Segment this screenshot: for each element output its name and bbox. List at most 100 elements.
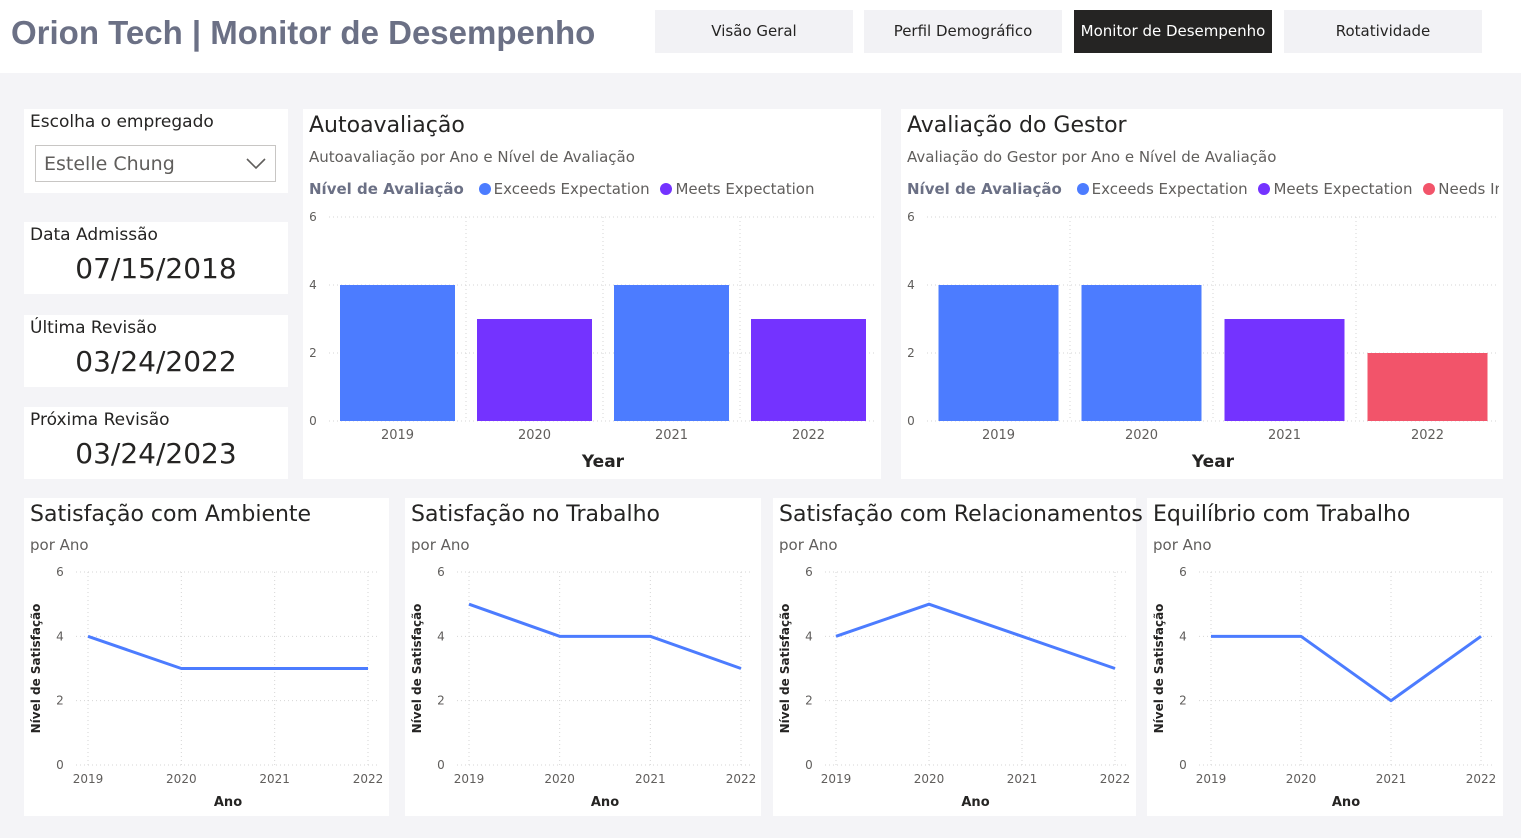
series-line [468,602,742,670]
legend-item-needs: Needs Improv... [1423,180,1499,198]
y-tick-label: 4 [907,278,915,292]
work-life-balance-chart: Equilíbrio com Trabalho por Ano 0 2 4 6 2019… [1147,498,1503,816]
y-tick-label: 4 [805,629,813,643]
x-tick-label: 2019 [73,772,104,786]
y-tick-label: 2 [805,694,813,708]
y-tick-label: 2 [309,346,317,360]
x-tick-label: 2021 [1376,772,1407,786]
chart-title: Equilíbrio com Trabalho [1153,502,1411,527]
self-evaluation-plot: 0 2 4 6 2019 2020 2021 2022 Year [309,210,877,472]
admission-date-value: 07/15/2018 [75,252,237,285]
tab-visao-geral[interactable]: Visão Geral [655,10,853,53]
legend-label: Meets Expectation [675,180,815,198]
y-tick-label: 4 [437,629,445,643]
legend-item-meets: Meets Expectation [1258,180,1413,198]
y-tick-label: 2 [56,694,64,708]
y-tick-label: 0 [56,758,64,772]
tab-perfil-demografico[interactable]: Perfil Demográfico [864,10,1062,53]
x-tick-label: 2019 [1196,772,1227,786]
x-axis-title: Year [581,452,625,472]
x-tick-label: 2022 [1100,772,1131,786]
y-tick-label: 6 [805,565,813,579]
page-title: Orion Tech | Monitor de Desempenho [11,14,596,51]
series-line [87,634,368,670]
admission-date-label: Data Admissão [30,225,158,245]
x-axis-title: Year [1191,452,1235,472]
y-tick-label: 4 [1179,629,1187,643]
chart-title: Satisfação no Trabalho [411,502,660,527]
x-tick-label: 2021 [655,428,688,443]
y-tick-label: 0 [437,758,445,772]
y-tick-label: 4 [56,629,64,643]
y-axis-title: Nível de Satisfação [29,604,43,734]
employee-dropdown-value: Estelle Chung [44,153,175,175]
chart-legend: Nível de Avaliação Exceeds Expectation M… [309,180,875,198]
employee-slicer: Escolha o empregado Estelle Chung [24,109,288,193]
x-tick-label: 2019 [381,428,414,443]
job-satisfaction-chart: Satisfação no Trabalho por Ano 0 2 4 6 2019 2… [405,498,761,816]
x-tick-label: 2020 [1286,772,1317,786]
y-tick-label: 2 [1179,694,1187,708]
bar [938,285,1059,421]
admission-date-card: Data Admissão 07/15/2018 [24,222,288,294]
employee-slicer-label: Escolha o empregado [30,112,214,132]
x-tick-label: 2019 [454,772,485,786]
x-tick-label: 2020 [1125,428,1158,443]
y-tick-label: 0 [309,414,317,428]
legend-label: Exceeds Expectation [493,180,650,198]
y-axis-title: Nível de Satisfação [778,604,792,734]
chart-subtitle: Autoavaliação por Ano e Nível de Avaliaç… [309,148,635,166]
legend-title: Nível de Avaliação [309,180,464,198]
x-axis-title: Ano [591,795,619,810]
next-review-label: Próxima Revisão [30,410,170,430]
chart-legend: Nível de Avaliação Exceeds Expectation M… [907,180,1499,198]
legend-dot [1423,183,1436,195]
legend-label: Meets Expectation [1273,180,1413,198]
last-review-value: 03/24/2022 [75,345,237,378]
y-axis-title: Nível de Satisfação [1152,604,1166,734]
env-satisfaction-chart: Satisfação com Ambiente por Ano 0 2 4 6 2019… [24,498,389,816]
y-tick-label: 6 [1179,565,1187,579]
x-tick-label: 2021 [635,772,666,786]
bar [751,319,866,421]
tab-monitor-desempenho[interactable]: Monitor de Desempenho [1074,10,1272,53]
x-tick-label: 2021 [259,772,290,786]
series-line [1211,634,1482,703]
x-tick-label: 2021 [1007,772,1038,786]
x-tick-label: 2021 [1268,428,1301,443]
legend-dot [660,183,673,195]
x-axis-title: Ano [1332,795,1360,810]
bar [1081,285,1202,421]
legend-dot [1258,183,1271,195]
next-review-value: 03/24/2023 [75,437,237,470]
self-evaluation-chart: Autoavaliação Autoavaliação por Ano e Ní… [303,109,881,479]
y-tick-label: 2 [437,694,445,708]
y-tick-label: 6 [907,210,915,224]
y-tick-label: 0 [1179,758,1187,772]
x-tick-label: 2022 [792,428,825,443]
legend-label: Exceeds Expectation [1091,180,1248,198]
x-tick-label: 2020 [914,772,945,786]
legend-dot [1076,183,1089,195]
chart-subtitle: por Ano [779,536,838,554]
chart-subtitle: por Ano [1153,536,1212,554]
y-tick-label: 6 [56,565,64,579]
employee-dropdown[interactable]: Estelle Chung [35,145,276,182]
x-tick-label: 2020 [544,772,575,786]
x-tick-label: 2022 [353,772,384,786]
x-axis-title: Ano [961,795,989,810]
bar [477,319,592,421]
series-line [835,602,1116,670]
tab-rotatividade[interactable]: Rotatividade [1284,10,1482,53]
x-tick-label: 2019 [821,772,852,786]
chart-title: Satisfação com Ambiente [30,502,312,527]
x-axis-title: Ano [214,795,242,810]
y-tick-label: 6 [309,210,317,224]
bar [1367,353,1488,421]
y-axis-title: Nível de Satisfação [410,604,424,734]
chart-title: Satisfação com Relacionamentos [779,502,1143,527]
bar [1224,319,1345,421]
y-tick-label: 6 [437,565,445,579]
x-tick-label: 2019 [982,428,1015,443]
legend-item-meets: Meets Expectation [660,180,815,198]
